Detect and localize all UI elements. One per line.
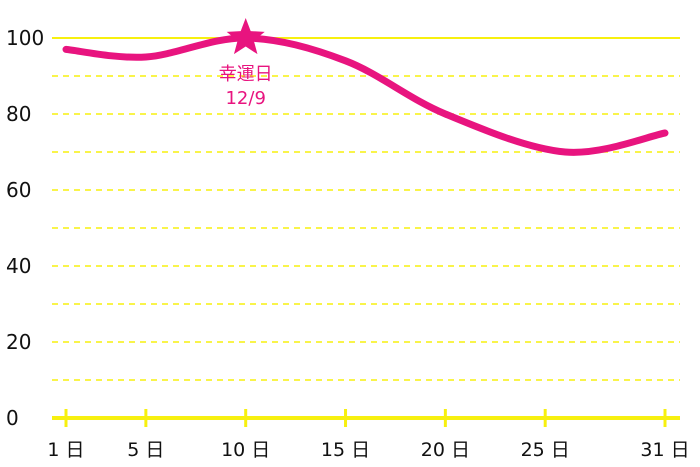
y-tick-label: 40 (6, 254, 31, 278)
y-tick-label: 60 (6, 178, 31, 202)
lucky-day-star-marker (226, 18, 265, 55)
series-line (62, 34, 669, 156)
y-tick-label: 20 (6, 330, 31, 354)
x-tick-label: 25 日 (521, 439, 570, 461)
y-tick-label: 0 (6, 406, 19, 430)
x-tick-label: 5 日 (127, 439, 164, 461)
y-tick-label: 100 (6, 26, 44, 50)
grid-lines (52, 37, 680, 381)
x-tick-label: 31 日 (640, 439, 689, 461)
annotation-layer: 幸運日 12/9 (219, 18, 273, 109)
x-tick-label: 10 日 (221, 439, 270, 461)
x-tick-label: 20 日 (421, 439, 470, 461)
y-tick-label: 80 (6, 102, 31, 126)
annotation-label: 幸運日 (219, 64, 273, 85)
y-tick-labels: 0 20 40 60 80 100 (6, 26, 44, 430)
annotation-date: 12/9 (225, 88, 265, 109)
x-tick-label: 1 日 (47, 439, 84, 461)
x-tick-label: 15 日 (321, 439, 370, 461)
x-axis: 1 日 5 日 10 日 15 日 20 日 25 日 31 日 (47, 409, 690, 461)
series-layer (62, 34, 669, 156)
